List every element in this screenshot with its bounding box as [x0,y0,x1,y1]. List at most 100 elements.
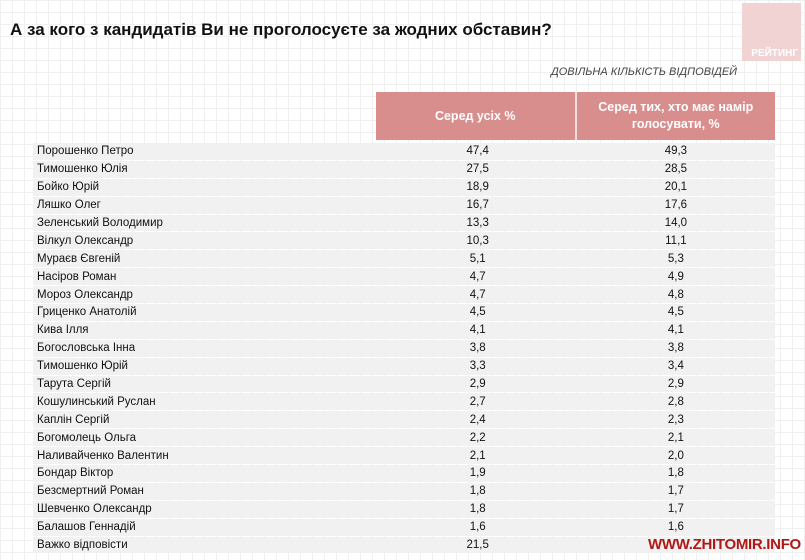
table-row: Балашов Геннадій 1,6 1,6 [33,518,775,536]
candidate-name: Гриценко Анатолій [37,306,137,319]
candidate-name: Вілкул Олександр [37,234,134,247]
value-all: 4,7 [469,288,486,301]
column-header-voters: Серед тих, хто має намір голосувати, % [574,92,776,140]
value-voters: 4,9 [667,270,684,283]
table-row: Богомолець Ольга 2,2 2,1 [33,429,775,447]
value-all: 1,8 [469,485,486,498]
value-voters: 2,9 [667,378,684,391]
candidate-name: Зеленський Володимир [37,217,163,229]
candidate-name: Безсмертний Роман [37,485,144,498]
value-all: 2,7 [469,395,486,408]
value-voters: 14,0 [664,217,688,229]
table-row: Зеленський Володимир 13,3 14,0 [33,214,775,232]
candidate-name: Ляшко Олег [37,199,101,212]
column-header-all: Серед усіх % [434,108,516,123]
value-all: 4,7 [469,270,486,283]
value-all: 21,5 [466,539,489,552]
table-body: Порошенко Петро 47,4 49,3 Тимошенко Юлія 27,… [33,143,775,554]
page-title: А за кого з кандидатів Ви не проголосуєт… [10,20,552,39]
table-row: Тарута Сергій 2,9 2,9 [33,375,775,393]
table-row: Каплін Сергій 2,4 2,3 [33,411,775,429]
candidate-name: Богословська Інна [37,342,136,355]
table-header: Серед усіх % Серед тих, хто має намір го… [376,92,775,140]
candidate-name: Каплін Сергій [37,413,110,426]
value-voters: 3,8 [667,342,684,355]
table-row: Насіров Роман 4,7 4,9 [33,268,775,286]
value-all: 18,9 [466,181,489,194]
value-all: 2,1 [469,449,486,462]
value-all: 4,1 [469,324,486,337]
value-all: 2,9 [469,378,486,391]
value-voters: 11,1 [665,234,687,247]
candidate-name: Насіров Роман [37,270,117,283]
value-voters: 5,3 [667,252,684,265]
candidate-name: Тимошенко Юрій [37,360,128,373]
value-all: 5,1 [469,252,486,265]
table-row: Гриценко Анатолій 4,5 4,5 [33,304,775,321]
value-all: 13,3 [466,217,489,229]
candidate-name: Кива Ілля [37,324,89,337]
value-voters: 1,7 [667,503,684,516]
watermark: WWW.ZHITOMIR.INFO [648,536,801,553]
table-row: Бондар Віктор 1,9 1,8 [33,465,775,482]
value-voters: 1,6 [667,521,684,534]
value-all: 1,9 [469,467,486,480]
candidate-name: Бойко Юрій [37,181,100,194]
table-row: Шевченко Олександр 1,8 1,7 [33,500,775,518]
value-all: 47,4 [466,145,489,158]
candidate-name: Мороз Олександр [37,288,133,301]
value-all: 10,3 [466,234,489,247]
table-row: Вілкул Олександр 10,3 11,1 [33,232,775,250]
value-all: 1,6 [469,521,486,534]
table-row: Важко відповісти 21,5 [33,536,775,554]
table-row: Кива Ілля 4,1 4,1 [33,321,775,339]
value-all: 2,4 [469,413,486,426]
value-voters: 49,3 [664,145,688,158]
value-all: 2,2 [469,431,486,444]
table-row: Бойко Юрій 18,9 20,1 [33,178,775,196]
candidate-name: Наливайченко Валентин [37,449,169,462]
rating-logo: РЕЙТИНГ [742,3,801,61]
candidate-name: Мураєв Євгеній [37,252,121,265]
candidate-name: Тарута Сергій [37,378,111,391]
table-row: Кошулинський Руслан 2,7 2,8 [33,393,775,411]
value-voters: 2,8 [667,395,684,408]
value-all: 4,5 [469,306,486,319]
value-all: 16,7 [466,199,489,212]
value-voters: 20,1 [664,181,688,194]
candidate-name: Бондар Віктор [37,467,114,480]
table-row: Тимошенко Юрій 3,3 3,4 [33,357,775,375]
table-row: Мураєв Євгеній 5,1 5,3 [33,250,775,268]
table-row: Мороз Олександр 4,7 4,8 [33,286,775,304]
value-voters: 2,3 [667,413,684,426]
candidate-name: Балашов Геннадій [37,521,136,534]
table-row: Ляшко Олег 16,7 17,6 [33,196,775,214]
value-voters: 1,8 [667,467,684,480]
table-row: Тимошенко Юлія 27,5 28,5 [33,160,775,178]
candidate-name: Тимошенко Юлія [37,163,128,176]
candidate-name: Порошенко Петро [37,145,134,158]
candidate-name: Важко відповісти [37,539,128,552]
value-voters: 4,8 [667,288,684,301]
value-voters: 1,7 [667,485,684,498]
table-row: Наливайченко Валентин 2,1 2,0 [33,447,775,465]
value-voters: 3,4 [667,360,684,373]
subtitle: ДОВІЛЬНА КІЛЬКІСТЬ ВІДПОВІДЕЙ [551,66,738,78]
value-all: 3,8 [469,342,486,355]
table-row: Порошенко Петро 47,4 49,3 [33,143,775,160]
candidate-name: Богомолець Ольга [37,431,137,444]
value-voters: 17,6 [664,199,688,212]
candidate-name: Кошулинський Руслан [37,395,156,408]
value-voters: 2,1 [667,431,684,444]
candidate-name: Шевченко Олександр [37,503,152,516]
table-row: Безсмертний Роман 1,8 1,7 [33,482,775,500]
logo-text: РЕЙТИНГ [751,48,798,59]
value-all: 27,5 [466,163,489,176]
value-all: 3,3 [469,360,486,373]
value-voters: 2,0 [667,449,684,462]
table-row: Богословська Інна 3,8 3,8 [33,339,775,357]
value-voters: 4,1 [667,324,684,337]
value-voters: 4,5 [667,306,684,319]
value-voters: 28,5 [664,163,688,176]
value-all: 1,8 [469,503,486,516]
